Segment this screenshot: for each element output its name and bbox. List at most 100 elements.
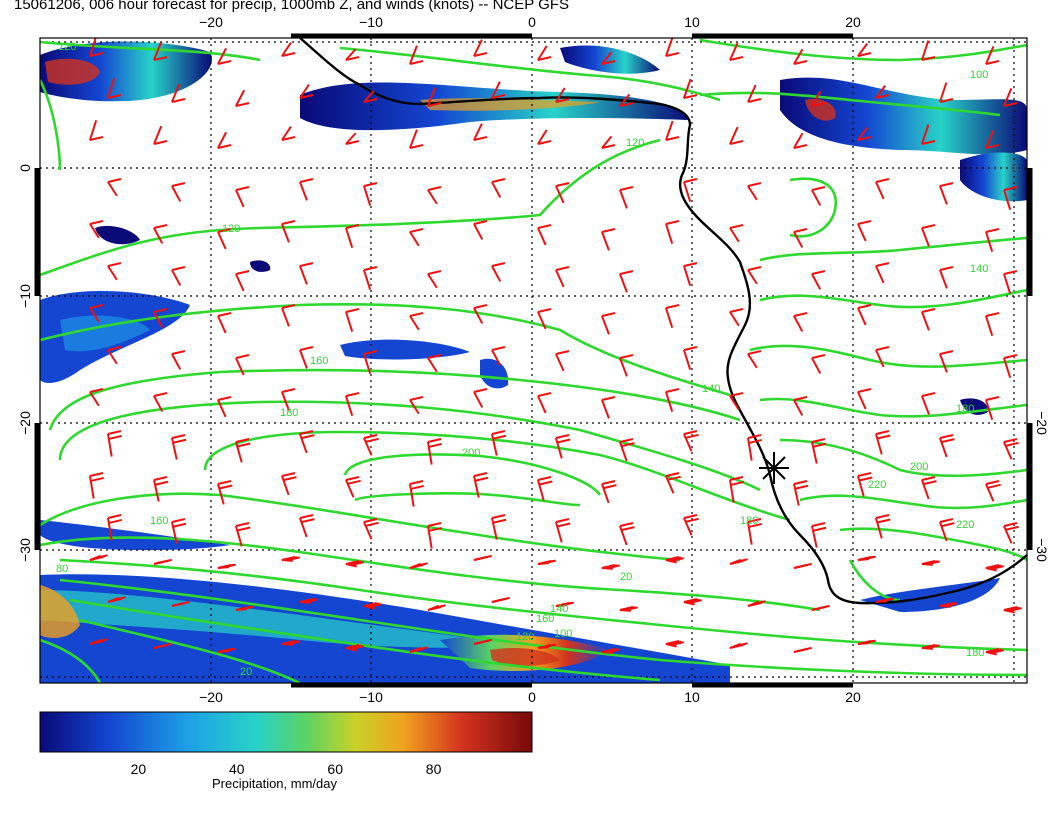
wind-barb <box>619 606 638 612</box>
wind-barb <box>1003 270 1018 294</box>
star-marker-icon <box>759 452 789 484</box>
wind-barb <box>811 604 830 611</box>
wind-barb <box>793 48 808 65</box>
wind-barb <box>811 354 826 374</box>
wind-barb <box>345 560 364 568</box>
wind-barb <box>921 644 940 650</box>
wind-barb <box>555 518 571 543</box>
contour-label: 180 <box>966 647 984 659</box>
wind-barb <box>491 262 506 282</box>
contour-label: 100 <box>970 69 988 81</box>
wind-barb <box>363 434 379 456</box>
wind-barb <box>363 602 382 610</box>
wind-barb <box>235 186 250 208</box>
wind-barb <box>537 45 552 61</box>
wind-barb <box>729 224 744 243</box>
lat-tick-label: −30 <box>17 538 33 562</box>
wind-barb <box>281 126 296 141</box>
contour-labels: 120 120 120 100 140 140 160 160 180 180 … <box>56 41 988 678</box>
wind-barb <box>281 304 296 327</box>
colorbar-tick-label: 80 <box>426 761 442 777</box>
wind-barb <box>939 82 954 103</box>
wind-barb <box>427 604 446 611</box>
wind-barb <box>427 87 442 107</box>
wind-barb <box>875 178 890 200</box>
wind-barb <box>235 270 250 292</box>
lon-tick-label: −10 <box>359 14 383 30</box>
wind-barb <box>665 304 680 328</box>
wind-barb <box>857 555 876 561</box>
wind-barb <box>619 438 635 462</box>
wind-barb <box>939 518 955 542</box>
wind-barb <box>1003 186 1018 210</box>
wind-barb <box>409 129 424 149</box>
lon-tick-label: −10 <box>359 689 383 705</box>
wind-barb <box>409 396 424 415</box>
wind-barb <box>235 438 251 463</box>
contour-label: 120 <box>626 137 644 149</box>
wind-barb <box>491 430 507 456</box>
wind-barb <box>473 304 488 324</box>
contour-label: 160 <box>150 515 168 527</box>
wind-barb <box>89 220 104 239</box>
coastline <box>299 38 1027 605</box>
wind-barb <box>281 388 296 411</box>
wind-barb <box>537 129 552 145</box>
wind-barb <box>537 559 556 565</box>
colorbar-tick-label: 40 <box>229 761 245 777</box>
wind-barb <box>473 554 492 561</box>
wind-barb <box>939 434 955 458</box>
contour-label: 140 <box>702 383 720 395</box>
wind-barb <box>857 220 872 242</box>
wind-barb <box>537 476 553 501</box>
wind-barb <box>473 472 489 498</box>
wind-barb <box>153 642 172 649</box>
wind-barb <box>153 125 168 145</box>
wind-barb <box>107 430 123 457</box>
wind-barb <box>89 38 104 57</box>
wind-barb <box>281 472 297 496</box>
wind-barb <box>153 558 172 565</box>
wind-barb <box>491 596 510 603</box>
geopotential-contours <box>40 38 1027 683</box>
map-frame <box>34 33 1033 688</box>
wind-barb <box>217 563 236 569</box>
wind-barb <box>1003 522 1019 544</box>
wind-barb <box>921 392 936 415</box>
wind-barb <box>665 556 684 564</box>
wind-barb <box>473 638 492 645</box>
wind-barb <box>683 262 698 286</box>
wind-barb <box>473 39 488 57</box>
wind-barb <box>857 472 873 497</box>
wind-barb <box>793 562 812 569</box>
contour-label: 20 <box>620 571 632 583</box>
wind-barb <box>683 178 698 202</box>
wind-barb <box>473 123 488 141</box>
wind-barb <box>107 262 122 281</box>
wind-barb <box>985 46 1000 65</box>
contour-label: 120 <box>516 631 534 643</box>
wind-barb <box>683 430 699 452</box>
contour-label: 100 <box>554 628 572 640</box>
wind-barb <box>409 312 424 331</box>
lat-tick-label: −30 <box>1034 538 1050 562</box>
wind-barb <box>427 270 442 289</box>
wind-barb <box>921 308 936 331</box>
wind-barb <box>537 308 552 330</box>
wind-barb <box>747 518 763 545</box>
wind-barb <box>171 266 186 286</box>
contour-label: 80 <box>56 563 68 575</box>
wind-barb <box>363 518 379 540</box>
wind-barb <box>427 354 442 373</box>
wind-barb <box>299 514 315 538</box>
contour-label: 120 <box>222 223 240 235</box>
contour-label: 180 <box>956 403 974 415</box>
wind-barb <box>601 648 620 654</box>
wind-barb <box>217 647 236 653</box>
lon-tick-label: 20 <box>845 14 861 30</box>
wind-barb <box>217 396 232 418</box>
wind-barb <box>747 266 762 285</box>
wind-barb <box>171 600 190 607</box>
wind-barb <box>747 350 762 369</box>
